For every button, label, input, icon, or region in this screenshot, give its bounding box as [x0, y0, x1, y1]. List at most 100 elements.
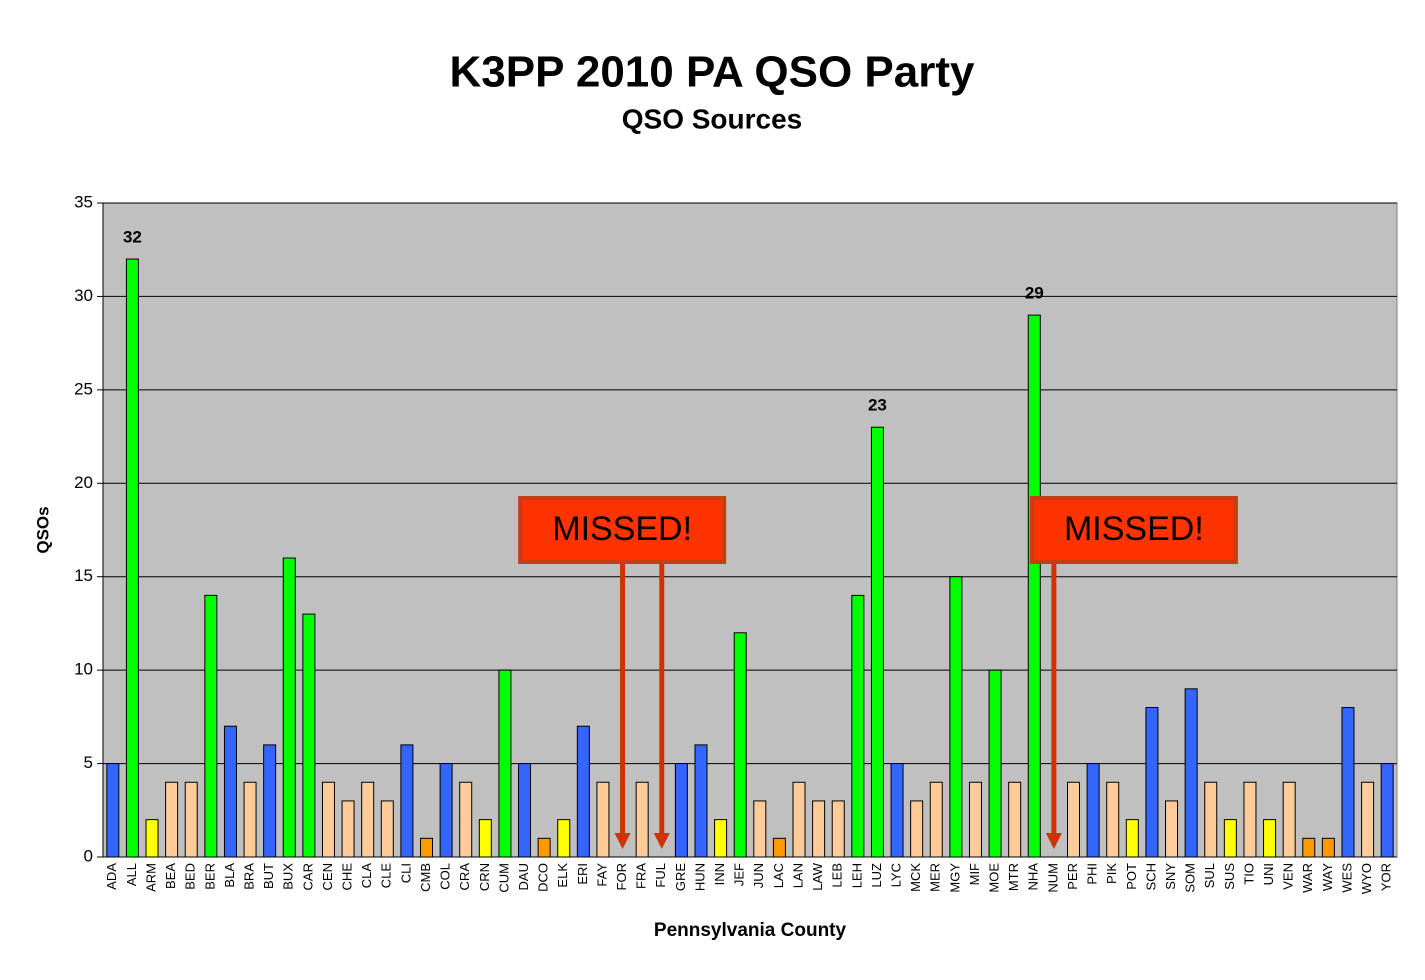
value-label: 32	[123, 228, 142, 247]
x-tick-label: CLA	[359, 863, 374, 889]
x-tick-label: BRA	[241, 863, 256, 890]
x-tick-label: TIO	[1241, 863, 1256, 885]
x-tick-label: WAR	[1300, 863, 1315, 893]
x-tick-label: CAR	[300, 863, 315, 890]
bar	[831, 800, 845, 858]
x-tick-label: ERI	[575, 863, 590, 885]
chart-title: K3PP 2010 PA QSO Party	[449, 48, 975, 97]
bar	[1067, 781, 1080, 858]
bar	[380, 800, 394, 858]
bar	[576, 725, 590, 858]
bar	[282, 557, 296, 858]
x-tick-label: MOE	[987, 863, 1002, 893]
bar	[1282, 781, 1296, 858]
y-tick-label: 0	[84, 846, 93, 865]
x-tick-label: FOR	[614, 863, 629, 890]
x-tick-label: LUZ	[869, 863, 884, 888]
x-tick-label: FUL	[653, 863, 668, 888]
x-tick-label: FRA	[634, 863, 649, 889]
bar	[714, 819, 728, 858]
x-tick-label: POT	[1124, 863, 1139, 890]
x-tick-label: BUX	[281, 863, 296, 890]
bar	[321, 781, 335, 858]
bar	[223, 725, 237, 858]
bar	[792, 781, 806, 858]
x-tick-label: HUN	[692, 863, 707, 891]
x-tick-label: LAC	[771, 863, 786, 888]
bar	[812, 800, 826, 858]
x-tick-label: YOR	[1379, 863, 1394, 891]
x-tick-label: LAW	[810, 862, 825, 890]
bar	[557, 819, 571, 858]
x-axis-label: Pennsylvania County	[654, 920, 847, 941]
x-tick-label: MER	[928, 863, 943, 892]
x-tick-label: MCK	[908, 863, 923, 892]
value-label: 23	[868, 396, 887, 415]
bar	[302, 613, 316, 858]
bar	[243, 781, 257, 858]
bar	[420, 837, 433, 858]
x-tick-label: PHI	[1085, 863, 1100, 885]
y-tick-label: 30	[74, 286, 93, 305]
x-tick-label: ELK	[555, 863, 570, 888]
y-tick-label: 15	[74, 566, 93, 585]
bar	[498, 669, 512, 858]
x-tick-label: WAY	[1320, 863, 1335, 891]
bar	[361, 781, 375, 858]
bar	[968, 781, 982, 858]
bar	[635, 781, 649, 858]
x-tick-label: BEA	[163, 863, 178, 889]
x-tick-label: CHE	[340, 863, 355, 891]
bar	[772, 837, 786, 858]
bar	[1341, 707, 1355, 858]
x-tick-label: WES	[1339, 863, 1354, 893]
bar	[1165, 800, 1179, 858]
bar	[165, 781, 179, 858]
x-tick-label: MIF	[967, 863, 982, 885]
bar	[596, 781, 610, 858]
bar	[733, 632, 747, 858]
x-tick-label: BLA	[222, 863, 237, 888]
x-tick-label: ALL	[124, 863, 139, 886]
x-tick-label: GRE	[673, 863, 688, 892]
annotation-arrowhead	[1045, 833, 1062, 849]
x-tick-label: INN	[712, 863, 727, 885]
bar	[106, 763, 120, 858]
y-tick-label: 10	[74, 660, 93, 679]
x-tick-label: BED	[183, 863, 198, 890]
x-tick-label: CUM	[496, 863, 511, 893]
bar	[341, 800, 355, 858]
annotation-box	[1029, 496, 1238, 564]
bar	[184, 781, 198, 858]
y-tick-label: 35	[74, 192, 93, 211]
bar	[204, 594, 218, 858]
annotation-text: MISSED!	[552, 510, 692, 548]
x-tick-label: CRA	[457, 863, 472, 891]
bar	[1321, 837, 1335, 858]
x-tick-label: JEF	[732, 863, 747, 886]
x-tick-label: SCH	[1143, 863, 1158, 890]
bar	[1027, 314, 1041, 858]
bar	[125, 258, 139, 858]
x-tick-label: SOM	[1183, 863, 1198, 893]
bar	[1008, 781, 1022, 858]
bar	[459, 781, 473, 858]
y-tick-label: 20	[74, 473, 93, 492]
x-tick-label: CLI	[398, 863, 413, 883]
x-tick-label: SUL	[1202, 863, 1217, 888]
annotation-text: MISSED!	[1064, 510, 1204, 548]
x-tick-label: CLE	[379, 863, 394, 889]
bar	[674, 763, 688, 858]
bar	[949, 576, 963, 858]
bar	[870, 426, 884, 858]
bar	[890, 763, 904, 858]
x-tick-label: NUM	[1045, 863, 1060, 893]
x-tick-label: CEN	[320, 863, 335, 890]
bar	[1086, 763, 1100, 858]
x-tick-label: PER	[1065, 863, 1080, 890]
x-tick-label: SUS	[1222, 863, 1237, 890]
bar	[478, 819, 492, 858]
x-tick-label: BUT	[261, 863, 276, 889]
